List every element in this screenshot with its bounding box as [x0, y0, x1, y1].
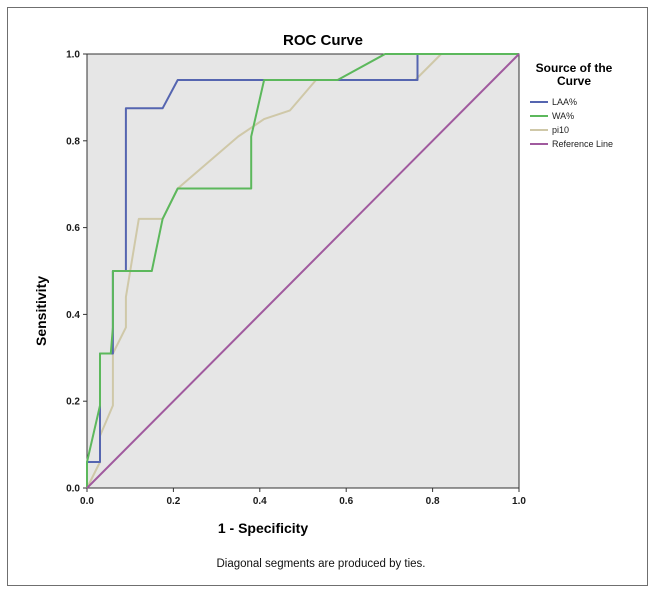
legend-label: LAA% [552, 97, 577, 107]
y-tick-label: 0.8 [66, 136, 80, 147]
legend-label: WA% [552, 111, 574, 121]
y-axis-label: Sensitivity [33, 276, 49, 346]
chart-frame: 0.0 0.2 0.4 0.6 0.8 1.0 0.0 0.2 0.4 0.6 0.8 1.0 ROC… [7, 7, 648, 586]
axes: 0.0 0.2 0.4 0.6 0.8 1.0 0.0 0.2 0.4 0.6 0.8 1.0 [66, 50, 526, 508]
y-tick-label: 0.4 [66, 310, 80, 321]
legend-label: Reference Line [552, 139, 613, 149]
series-group [86, 53, 520, 489]
chart-title: ROC Curve [283, 32, 363, 49]
x-tick-label: 0.0 [80, 496, 94, 507]
x-tick-label: 1.0 [512, 496, 526, 507]
legend-label: pi10 [552, 125, 569, 135]
x-axis-label: 1 - Specificity [218, 520, 308, 536]
x-tick-label: 0.4 [253, 496, 267, 507]
legend-item: Reference Line [530, 139, 613, 149]
roc-chart: 0.0 0.2 0.4 0.6 0.8 1.0 0.0 0.2 0.4 0.6 0.8 1.0 ROC… [33, 32, 613, 570]
y-tick-label: 0.2 [66, 397, 80, 408]
y-tick-label: 1.0 [66, 50, 80, 61]
x-tick-label: 0.6 [339, 496, 353, 507]
footnote: Diagonal segments are produced by ties. [216, 558, 425, 570]
x-tick-label: 0.2 [166, 496, 180, 507]
legend-title-line2: Curve [557, 74, 591, 88]
legend-item: LAA% [530, 97, 577, 107]
y-tick-label: 0.0 [66, 484, 80, 495]
series-line-wa [86, 53, 519, 488]
y-tick-label: 0.6 [66, 223, 80, 234]
legend-title: Source of the [536, 61, 613, 75]
x-tick-label: 0.8 [426, 496, 440, 507]
series-line-reference-line [86, 53, 520, 489]
legend-item: pi10 [530, 125, 569, 135]
legend-item: WA% [530, 111, 574, 121]
